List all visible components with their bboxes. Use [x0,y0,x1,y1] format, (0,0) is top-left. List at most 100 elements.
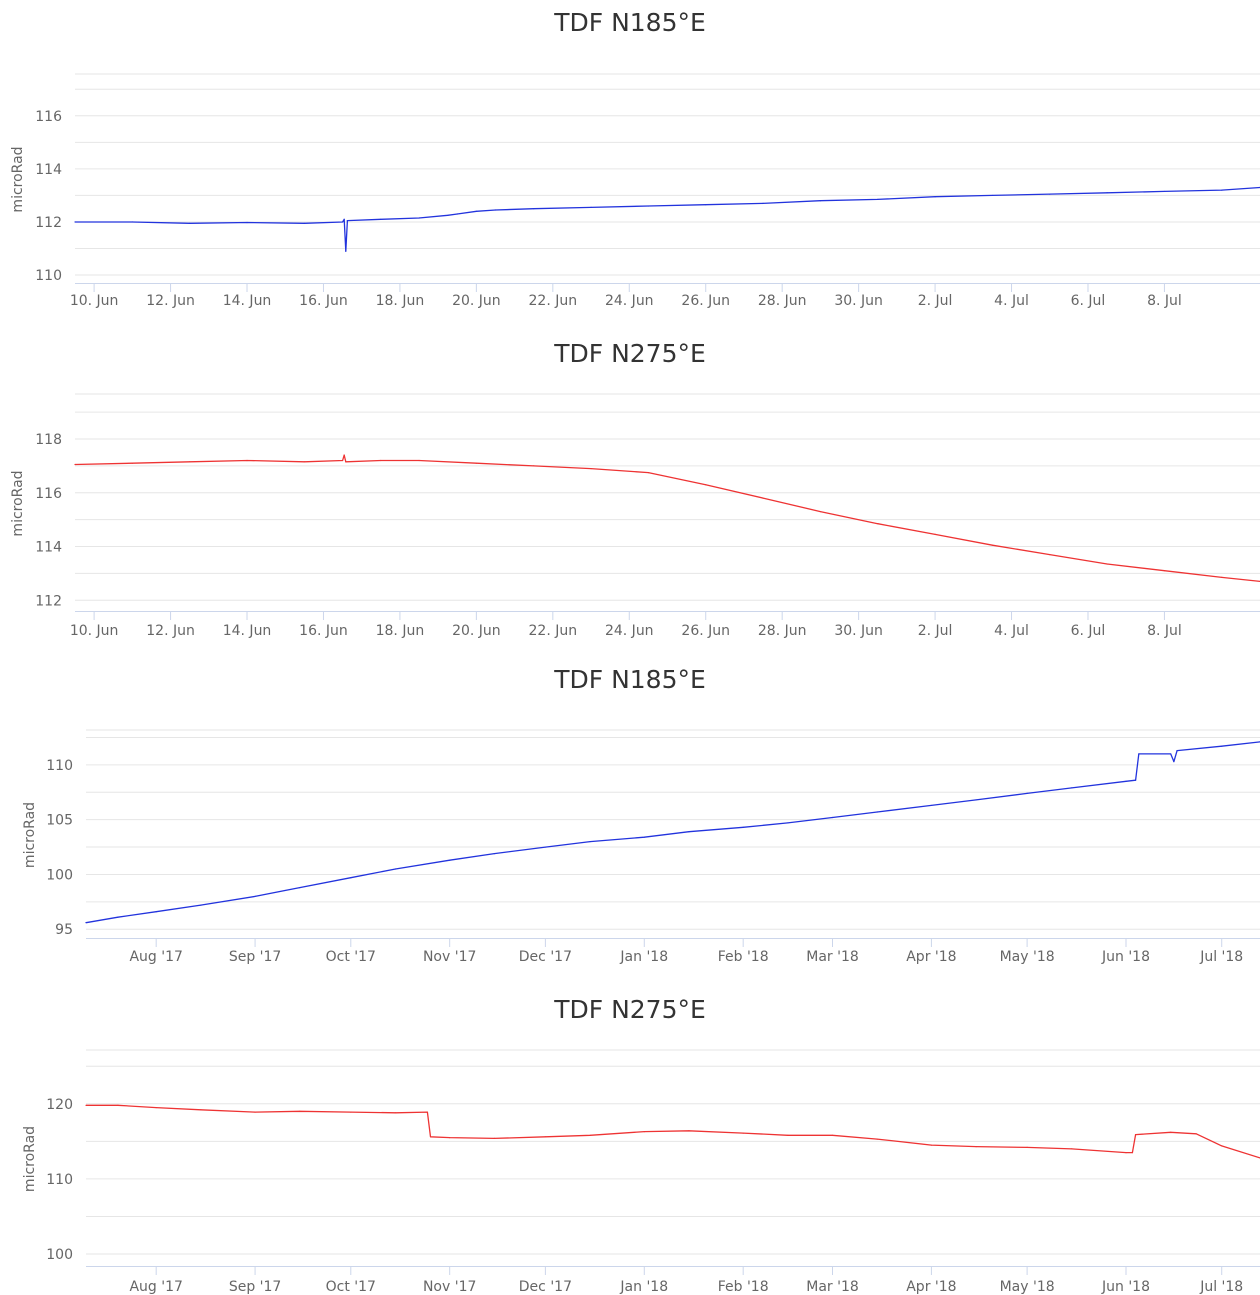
data-point [341,221,344,223]
x-tick-label: 14. Jun [223,293,272,309]
x-tick-label: 10. Jun [70,293,119,309]
data-point [117,916,119,918]
data-point [647,205,649,207]
data-point [544,1136,546,1138]
x-tick-label: Nov '17 [423,1279,476,1295]
x-tick-label: 22. Jun [529,293,578,309]
x-tick-label: 24. Jun [605,293,654,309]
data-point [705,204,707,206]
data-point [762,497,764,499]
x-tick-label: 12. Jun [146,623,195,639]
data-point [589,1134,591,1136]
y-tick-label: 116 [35,109,62,125]
x-tick-label: 26. Jun [681,623,730,639]
data-point [1163,190,1166,193]
data-point [877,198,879,201]
data-point [426,1111,428,1113]
data-point [345,250,347,252]
x-tick-label: 16. Jun [299,623,348,639]
data-point [688,831,690,833]
y-tick-label: 100 [46,867,73,883]
data-point [589,840,591,843]
data-point [350,1111,352,1113]
x-tick-label: Jul '18 [1199,949,1243,965]
x-tick-label: 30. Jun [834,623,883,639]
series-line [86,1104,1260,1159]
data-point [1170,1131,1172,1133]
data-point [647,471,649,474]
x-tick-label: 2. Jul [918,293,953,309]
chart-title: TDF N185°E [554,8,706,37]
y-axis-title: microRad [10,470,26,536]
data-point [303,461,305,463]
x-tick-label: 4. Jul [994,293,1029,309]
data-point [246,221,248,224]
y-tick-label: 112 [35,215,62,231]
x-tick-label: 20. Jun [452,623,501,639]
data-point [819,510,822,513]
data-point [742,826,744,828]
data-point [819,200,822,202]
data-point [418,217,420,219]
x-tick-label: Apr '18 [906,949,956,965]
data-point [380,459,382,462]
data-point [1221,189,1223,191]
x-tick-label: 26. Jun [681,293,730,309]
x-tick-label: 2. Jul [918,623,953,639]
data-point [1176,750,1178,752]
x-tick-label: Jun '18 [1101,1279,1150,1295]
x-tick-label: 30. Jun [834,293,883,309]
x-tick-label: 12. Jun [146,293,195,309]
x-tick-label: Sep '17 [229,949,282,965]
line-chart-1: 110 112 114 116 microRad 10. Jun 12. Jun 14. Ju… [10,73,1260,309]
x-tick-label: 10. Jun [70,623,119,639]
y-tick-label: 110 [46,1172,73,1188]
data-point [1106,192,1108,194]
data-point [85,1104,87,1106]
data-point [876,1138,878,1140]
x-tick-label: 6. Jul [1071,293,1106,309]
y-tick-label: 116 [35,486,62,502]
line-chart-2: 112 114 116 118 microRad 10. Jun 12. Jun 14. Ju… [10,393,1260,639]
x-tick-label: 28. Jun [758,623,807,639]
x-tick-label: Mar '18 [806,949,859,965]
data-point [934,196,936,198]
data-point [1221,576,1223,579]
data-point [876,811,878,813]
data-point [1049,553,1051,556]
data-point [303,222,305,224]
data-point [343,454,345,456]
data-point [429,1136,432,1138]
data-point [762,202,764,204]
x-tick-label: Apr '18 [906,1279,956,1295]
x-tick-label: 16. Jun [299,293,348,309]
data-point [1173,760,1175,763]
series-line [85,741,1260,924]
data-point [975,799,977,801]
y-axis-title: microRad [22,802,38,868]
x-tick-label: 6. Jul [1071,623,1106,639]
data-point [643,836,645,838]
data-point [1071,1148,1073,1150]
data-point [1195,1133,1197,1135]
data-point [418,459,420,462]
data-point [1163,570,1166,572]
y-tick-label: 100 [46,1247,73,1263]
data-point [254,1111,256,1113]
x-tick-label: 8. Jul [1147,623,1182,639]
data-point [1221,745,1223,747]
y-tick-label: 120 [46,1097,73,1113]
x-tick-label: May '18 [1000,949,1055,965]
data-point [341,459,344,462]
data-point [1106,563,1108,565]
data-point [544,846,546,848]
x-tick-label: Jan '18 [619,1279,668,1295]
y-tick-label: 105 [46,813,73,829]
data-point [705,484,707,486]
data-point [189,461,191,463]
line-chart-4: 100 110 120 microRad Aug '17 Sep '17 Oct '17 No… [22,1049,1260,1295]
data-point [394,1112,397,1114]
data-point [494,209,497,211]
x-tick-label: Oct '17 [326,949,376,965]
data-point [449,1137,451,1139]
